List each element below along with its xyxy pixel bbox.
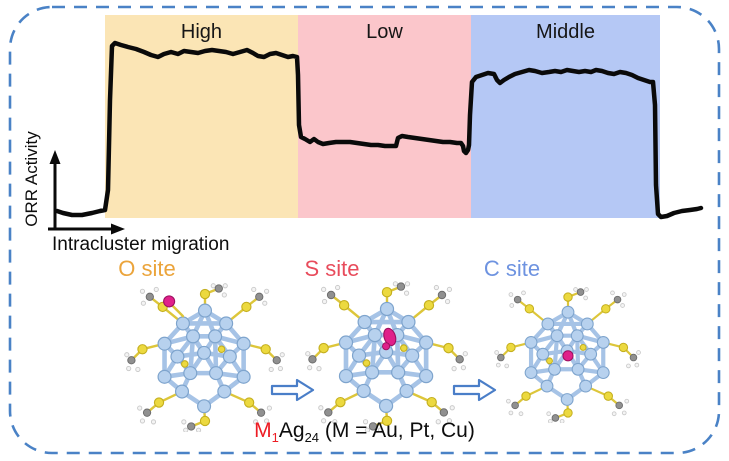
site-label-c: C site [483, 256, 541, 281]
right-arrow-icon [452, 378, 497, 402]
cluster-model-c-site [494, 287, 642, 423]
x-axis-arrow [48, 223, 125, 235]
x-axis-label: Intracluster migration [52, 234, 230, 255]
region-band-high [105, 15, 298, 218]
region-label-high: High [180, 21, 223, 43]
dopant-atom-c-site [562, 350, 574, 362]
formula-metal: M [254, 419, 272, 442]
region-band-low [298, 15, 471, 218]
cluster-formula: M1Ag24 (M = Au, Pt, Cu) [0, 419, 729, 445]
cluster-model-s-site [305, 281, 469, 432]
y-axis-arrow [49, 150, 61, 230]
cluster-model-o-site [124, 283, 286, 432]
dopant-atom-o-site [163, 295, 176, 308]
y-axis-label: ORR Activity [22, 131, 41, 227]
region-label-low: Low [366, 21, 403, 43]
site-label-o: O site [118, 256, 176, 281]
region-label-middle: Middle [536, 21, 595, 43]
right-arrow-icon [270, 378, 315, 402]
region-band-middle [471, 15, 660, 218]
formula-silver: Ag [278, 419, 305, 442]
site-label-s: S site [304, 256, 360, 281]
formula-suffix: (M = Au, Pt, Cu) [319, 419, 475, 442]
formula-metal-subscript: 1 [271, 430, 279, 445]
formula-silver-subscript: 24 [304, 430, 320, 445]
